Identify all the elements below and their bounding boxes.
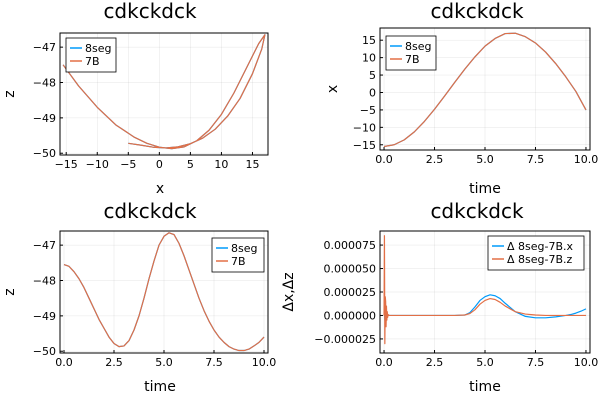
y-tick-label: −10 bbox=[353, 121, 376, 134]
chart-title: cdkckdck bbox=[103, 0, 197, 23]
x-tick-label: 2.5 bbox=[105, 356, 123, 369]
x-tick-label: 0 bbox=[156, 158, 163, 171]
y-axis-label: z bbox=[2, 90, 18, 97]
legend-label: 8seg bbox=[231, 242, 257, 255]
chart-title: cdkckdck bbox=[103, 199, 197, 223]
y-tick-label: 0.000025 bbox=[324, 286, 377, 299]
y-tick-label: −0.000025 bbox=[314, 333, 376, 346]
x-axis-label: time bbox=[469, 379, 501, 395]
legend-label: Δ 8seg-7B.z bbox=[507, 253, 573, 266]
y-tick-label: −50 bbox=[33, 147, 56, 160]
legend-label: 7B bbox=[231, 255, 246, 268]
y-tick-label: −5 bbox=[360, 104, 376, 117]
legend: Δ 8seg-7B.xΔ 8seg-7B.z bbox=[487, 235, 585, 271]
chart-4: 0.0 2.5 5.0 7.5 10.0 −0.000025 0.000000 0.00002… bbox=[281, 199, 598, 395]
x-axis-label: time bbox=[144, 379, 176, 395]
x-tick-label: −10 bbox=[86, 158, 109, 171]
y-tick-label: −47 bbox=[33, 41, 56, 54]
series-line-2 bbox=[63, 232, 265, 352]
chart-title: cdkckdck bbox=[430, 199, 524, 223]
x-axis-label: time bbox=[469, 181, 501, 197]
y-tick-label: 0 bbox=[369, 86, 376, 99]
x-axis-label: x bbox=[156, 181, 164, 197]
y-axis-label: z bbox=[2, 288, 18, 295]
x-tick-label: 10.0 bbox=[574, 153, 599, 166]
x-tick-label: 5.0 bbox=[476, 356, 494, 369]
legend-label: 7B bbox=[85, 55, 100, 68]
legend-box bbox=[385, 35, 437, 71]
x-tick-label: 10.0 bbox=[252, 356, 277, 369]
legend-box bbox=[487, 235, 585, 271]
y-tick-label: 0.000075 bbox=[324, 239, 377, 252]
x-tick-label: 10.0 bbox=[574, 356, 599, 369]
x-tick-label: 7.5 bbox=[527, 153, 545, 166]
y-tick-label: −15 bbox=[353, 139, 376, 152]
series-line-2 bbox=[383, 32, 587, 148]
y-tick-label: −48 bbox=[33, 77, 56, 90]
legend-label: Δ 8seg-7B.x bbox=[507, 240, 574, 253]
y-tick-label: −50 bbox=[33, 345, 56, 358]
chart-title: cdkckdck bbox=[430, 0, 524, 23]
x-tick-label: 5 bbox=[187, 158, 194, 171]
x-tick-label: 2.5 bbox=[426, 356, 444, 369]
y-tick-label: −47 bbox=[33, 239, 56, 252]
chart-2: 0.0 2.5 5.0 7.5 10.0 −15 −10 −5 0 5 10 15 cdkckdck ti… bbox=[325, 0, 598, 197]
x-tick-label: 5.0 bbox=[155, 356, 173, 369]
chart-3: 0.0 2.5 5.0 7.5 10.0 −50 −49 −48 −47 cdkckdck time… bbox=[2, 199, 276, 395]
x-tick-label: 0.0 bbox=[375, 356, 393, 369]
x-tick-label: 2.5 bbox=[426, 153, 444, 166]
plot-frame bbox=[59, 32, 269, 156]
x-tick-label: 0.0 bbox=[55, 356, 73, 369]
y-tick-label: 10 bbox=[362, 52, 376, 65]
x-tick-label: 15 bbox=[245, 158, 259, 171]
y-axis-label: Δx,Δz bbox=[281, 272, 297, 311]
y-axis-label: x bbox=[325, 85, 341, 93]
legend-label: 8seg bbox=[405, 40, 431, 53]
legend-label: 8seg bbox=[85, 42, 111, 55]
series-line-2 bbox=[62, 34, 266, 150]
y-tick-label: 15 bbox=[362, 34, 376, 47]
series-line-2 bbox=[383, 235, 586, 345]
legend-label: 7B bbox=[405, 53, 420, 66]
y-tick-label: −49 bbox=[33, 112, 56, 125]
x-tick-label: −15 bbox=[55, 158, 78, 171]
y-tick-label: −48 bbox=[33, 275, 56, 288]
x-tick-label: 7.5 bbox=[527, 356, 545, 369]
legend-box bbox=[211, 237, 265, 273]
x-tick-label: 10 bbox=[214, 158, 228, 171]
chart-1: −15 −10 −5 0 5 10 15−50−49−48−47cdkckdckxz8seg… bbox=[2, 0, 269, 197]
y-tick-label: 5 bbox=[369, 69, 376, 82]
y-tick-label: 0.000050 bbox=[324, 263, 377, 276]
legend-box bbox=[65, 37, 117, 73]
x-tick-label: 0.0 bbox=[375, 153, 393, 166]
x-tick-label: 7.5 bbox=[205, 356, 223, 369]
x-tick-label: −5 bbox=[120, 158, 136, 171]
y-tick-label: −49 bbox=[33, 310, 56, 323]
y-tick-label: 0.000000 bbox=[324, 309, 377, 322]
x-tick-label: 5.0 bbox=[476, 153, 494, 166]
